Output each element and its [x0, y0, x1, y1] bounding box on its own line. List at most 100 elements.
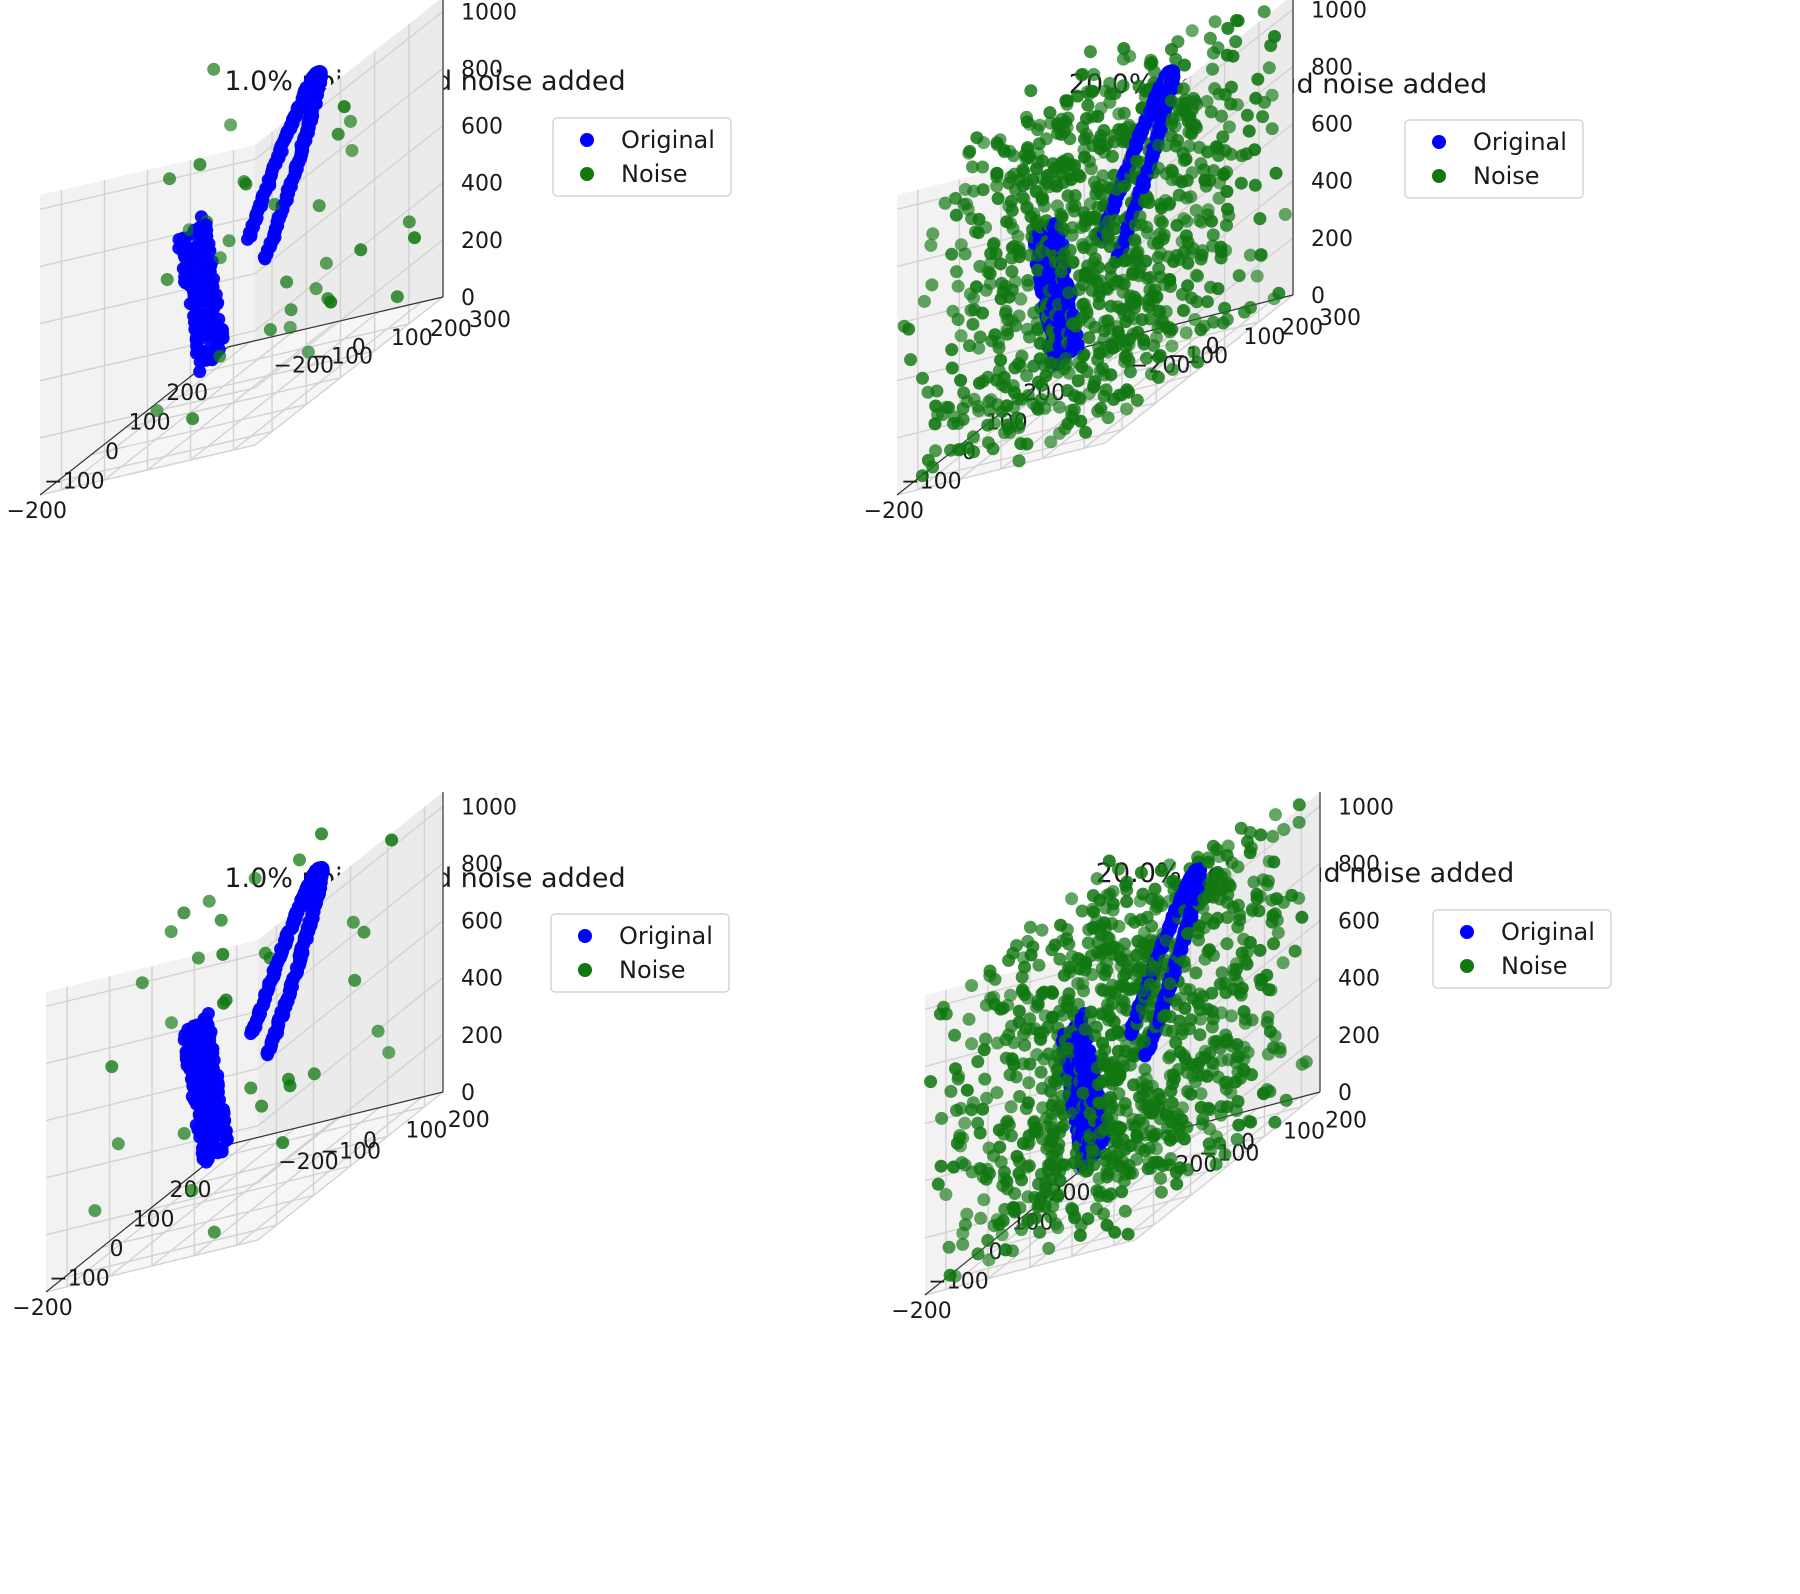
- noise-point: [1101, 411, 1115, 425]
- noise-point: [1177, 82, 1190, 96]
- noise-point: [942, 1240, 956, 1254]
- noise-point: [1180, 1065, 1194, 1079]
- y-tick-label: 100: [405, 1119, 447, 1144]
- noise-point: [1177, 1048, 1191, 1062]
- noise-point: [1082, 331, 1096, 345]
- noise-point: [1021, 141, 1035, 154]
- y-tick-label: 0: [1241, 1131, 1255, 1156]
- noise-point: [1126, 1112, 1140, 1126]
- noise-point: [1240, 945, 1254, 959]
- x-tick-label: −200: [7, 499, 67, 524]
- noise-point: [1248, 143, 1262, 157]
- noise-point: [1218, 867, 1232, 881]
- original-point: [211, 1079, 225, 1093]
- noise-point: [1171, 35, 1185, 49]
- noise-point: [1113, 979, 1127, 993]
- noise-point: [1127, 301, 1141, 315]
- noise-point: [917, 294, 931, 308]
- noise-point: [990, 1086, 1004, 1100]
- noise-point: [1082, 923, 1096, 937]
- noise-point: [929, 444, 942, 458]
- noise-point: [960, 1207, 974, 1221]
- z-tick-label: 1000: [1338, 795, 1394, 820]
- noise-point: [990, 179, 1004, 193]
- noise-point: [283, 320, 297, 334]
- noise-point: [1116, 1133, 1130, 1146]
- noise-point: [1012, 309, 1026, 323]
- noise-point: [1265, 88, 1279, 102]
- legend-label: Original: [1473, 128, 1567, 156]
- noise-point: [1012, 1167, 1026, 1181]
- y-tick-label: −100: [321, 1139, 381, 1164]
- noise-point: [1230, 962, 1243, 976]
- noise-point: [1211, 1070, 1225, 1084]
- noise-point: [1073, 953, 1087, 967]
- noise-point: [1253, 943, 1267, 957]
- z-tick-label: 1000: [1311, 0, 1367, 23]
- noise-point: [1222, 120, 1236, 134]
- noise-point: [958, 1116, 972, 1130]
- original-point: [212, 312, 226, 326]
- noise-point: [931, 1177, 945, 1191]
- legend-label: Original: [619, 922, 713, 950]
- legend-marker: [578, 929, 592, 943]
- legend-label: Original: [1501, 918, 1595, 946]
- noise-point: [1181, 1163, 1195, 1177]
- legend-marker: [578, 963, 592, 977]
- noise-point: [965, 979, 979, 992]
- noise-point: [1231, 860, 1245, 874]
- noise-point: [1163, 325, 1177, 339]
- noise-point: [1201, 855, 1215, 869]
- noise-point: [248, 871, 262, 885]
- legend: Original Noise: [550, 913, 730, 993]
- noise-point: [1277, 823, 1291, 836]
- gridline: [147, 321, 336, 471]
- noise-point: [1189, 966, 1203, 980]
- noise-point: [1205, 1020, 1219, 1034]
- noise-point: [1065, 228, 1079, 242]
- noise-point: [1201, 203, 1215, 217]
- noise-point: [1079, 425, 1093, 439]
- noise-point: [1137, 333, 1151, 347]
- noise-point: [1138, 938, 1151, 952]
- noise-point: [1216, 130, 1230, 144]
- noise-point: [1121, 1227, 1135, 1241]
- noise-point: [1224, 1009, 1238, 1023]
- noise-point: [1035, 244, 1049, 258]
- legend: Original Noise: [1404, 119, 1584, 199]
- noise-point: [1215, 966, 1229, 980]
- noise-point: [1044, 393, 1058, 406]
- noise-point: [1019, 1022, 1033, 1036]
- noise-point: [1126, 327, 1140, 341]
- noise-point: [999, 1116, 1013, 1130]
- noise-point: [1150, 290, 1164, 304]
- x-axis-line: [45, 1143, 232, 1293]
- gridline: [190, 311, 379, 461]
- noise-point: [1086, 110, 1100, 124]
- noise-point: [1117, 308, 1131, 322]
- noise-point: [1269, 166, 1283, 180]
- noise-point: [1231, 898, 1245, 912]
- noise-point: [1206, 62, 1219, 76]
- noise-point: [1160, 1121, 1174, 1135]
- noise-point: [1015, 392, 1029, 406]
- noise-point: [1092, 297, 1106, 311]
- noise-point: [976, 183, 990, 197]
- panel-bottom-right: 20.0% point cloud noise added −200−10001…: [891, 792, 1612, 1324]
- noise-point: [1119, 1039, 1133, 1053]
- noise-point: [1132, 266, 1146, 279]
- noise-point: [263, 323, 277, 337]
- noise-point: [1100, 1093, 1114, 1107]
- noise-point: [1279, 1093, 1293, 1107]
- noise-point: [237, 175, 251, 189]
- noise-point: [1106, 885, 1120, 898]
- y-tick-label: −200: [278, 1150, 338, 1175]
- noise-point: [284, 303, 298, 317]
- noise-point: [1179, 326, 1193, 340]
- noise-point: [956, 1131, 970, 1145]
- noise-point: [1187, 345, 1201, 359]
- noise-point: [1176, 1023, 1190, 1037]
- noise-point: [1179, 229, 1193, 243]
- noise-point: [1051, 1189, 1065, 1203]
- noise-point: [960, 1083, 974, 1097]
